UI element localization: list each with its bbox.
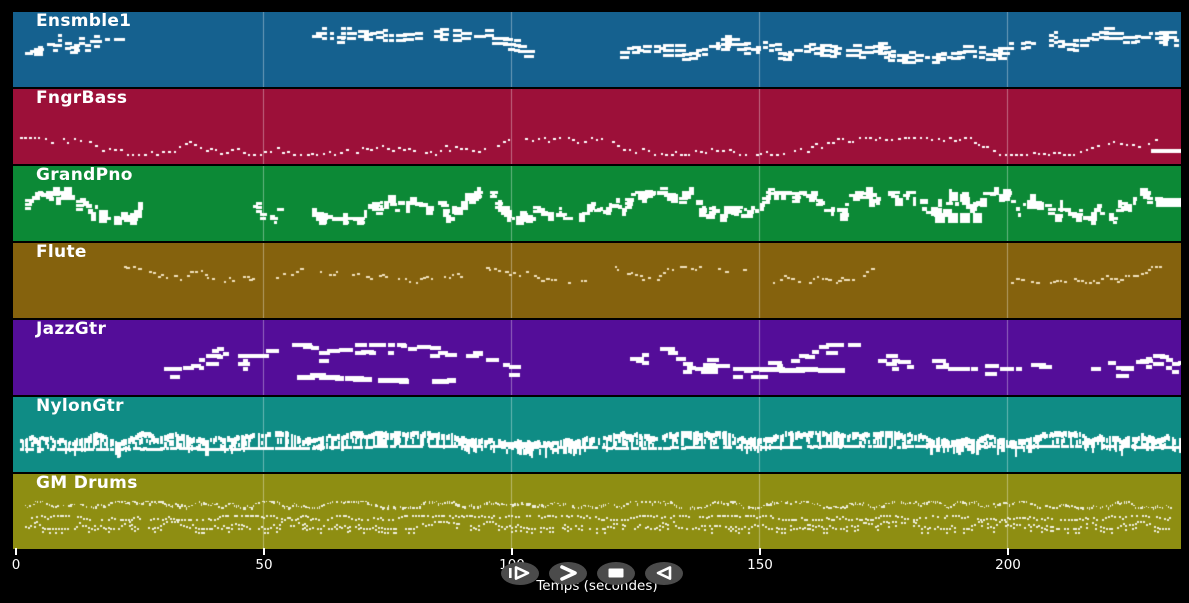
- track-notes-canvas: [13, 89, 1181, 164]
- axis-tick: [263, 548, 265, 555]
- fast-forward-button[interactable]: [549, 561, 587, 585]
- axis-tick-label: 150: [747, 557, 773, 573]
- axis-tick: [511, 548, 513, 555]
- track-notes-canvas: [13, 243, 1181, 318]
- axis-tick-label: 0: [11, 557, 21, 573]
- play-icon: [507, 565, 533, 581]
- track-notes-canvas: [13, 320, 1181, 395]
- fast-forward-icon: [556, 565, 580, 581]
- track-notes-canvas: [13, 166, 1181, 241]
- stop-button[interactable]: [597, 561, 635, 585]
- stop-icon: [604, 565, 628, 581]
- track-row-grandpno[interactable]: GrandPno: [13, 166, 1181, 241]
- rewind-button[interactable]: [645, 561, 683, 585]
- track-row-flute[interactable]: Flute: [13, 243, 1181, 318]
- track-row-ensmble1[interactable]: Ensmble1: [13, 12, 1181, 87]
- axis-tick-label: 50: [255, 557, 273, 573]
- track-row-nylongtr[interactable]: NylonGtr: [13, 397, 1181, 472]
- track-row-fngrbass[interactable]: FngrBass: [13, 89, 1181, 164]
- axis-tick: [759, 548, 761, 555]
- track-notes-canvas: [13, 474, 1181, 549]
- track-notes-canvas: [13, 12, 1181, 87]
- track-row-jazzgtr[interactable]: JazzGtr: [13, 320, 1181, 395]
- play-button[interactable]: [501, 561, 539, 585]
- track-notes-canvas: [13, 397, 1181, 472]
- rewind-icon: [652, 565, 676, 581]
- axis-tick-label: 200: [995, 557, 1021, 573]
- axis-tick: [15, 548, 17, 555]
- axis-tick: [1007, 548, 1009, 555]
- track-row-gm-drums[interactable]: GM Drums: [13, 474, 1181, 549]
